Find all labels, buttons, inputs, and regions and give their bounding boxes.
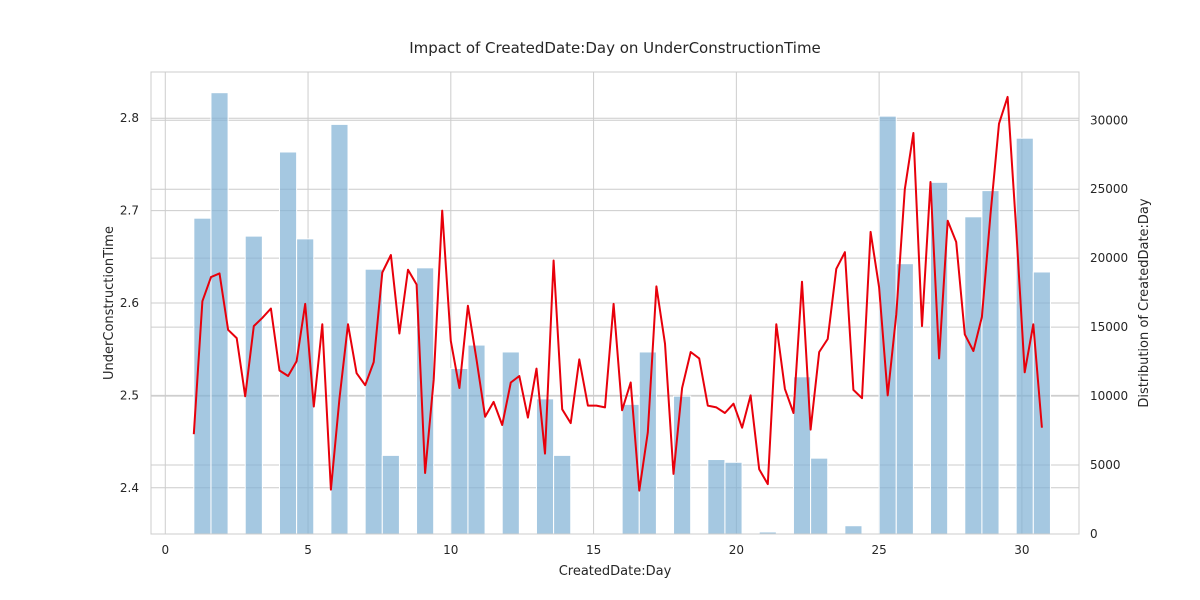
x-tick-label: 10 bbox=[443, 543, 458, 557]
histogram-bar bbox=[895, 263, 914, 535]
histogram-bar bbox=[810, 457, 829, 535]
x-tick-label: 25 bbox=[871, 543, 886, 557]
histogram-bar bbox=[467, 344, 486, 535]
x-tick-label: 20 bbox=[729, 543, 744, 557]
histogram-bar bbox=[673, 395, 692, 535]
x-tick-label: 15 bbox=[586, 543, 601, 557]
histogram-bar bbox=[638, 351, 657, 535]
x-tick-label: 5 bbox=[304, 543, 312, 557]
x-tick-labels: 0 5 10 15 20 25 30 bbox=[161, 543, 1029, 557]
histogram-bar bbox=[501, 351, 520, 535]
y-right-tick-label: 25000 bbox=[1090, 182, 1128, 196]
y-right-axis-label: Distribution of CreatedDate:Day bbox=[1137, 198, 1152, 408]
y-right-tick-label: 15000 bbox=[1090, 320, 1128, 334]
y-right-tick-label: 0 bbox=[1090, 527, 1098, 541]
histogram-bars bbox=[193, 92, 1051, 535]
y-left-tick-label: 2.6 bbox=[120, 296, 139, 310]
x-tick-label: 0 bbox=[161, 543, 169, 557]
histogram-bar bbox=[535, 398, 555, 535]
histogram-bar bbox=[964, 216, 983, 535]
chart-title: Impact of CreatedDate:Day on UnderConstr… bbox=[409, 39, 821, 57]
histogram-bar bbox=[1032, 271, 1051, 535]
histogram-bar bbox=[450, 368, 469, 535]
plot-frame bbox=[150, 71, 1080, 535]
y-left-tick-label: 2.5 bbox=[120, 388, 139, 402]
histogram-bar bbox=[981, 190, 1000, 535]
y-right-tick-label: 20000 bbox=[1090, 251, 1128, 265]
y-left-tick-labels: 2.4 2.5 2.6 2.7 2.8 bbox=[120, 111, 139, 495]
y-left-tick-label: 2.8 bbox=[120, 111, 139, 125]
histogram-bar bbox=[278, 151, 298, 535]
y-right-tick-labels: 0 5000 10000 15000 20000 25000 30000 bbox=[1090, 113, 1128, 541]
x-axis-label: CreatedDate:Day bbox=[559, 564, 672, 579]
line-series-path bbox=[192, 95, 1043, 492]
y-right-tick-label: 10000 bbox=[1090, 389, 1128, 403]
histogram-bar bbox=[707, 459, 726, 535]
y-right-tick-label: 30000 bbox=[1090, 113, 1128, 127]
y-left-tick-label: 2.4 bbox=[120, 481, 139, 495]
histogram-bar bbox=[724, 461, 743, 535]
x-tick-label: 30 bbox=[1014, 543, 1029, 557]
histogram-bar bbox=[844, 525, 863, 535]
histogram-bar bbox=[381, 454, 400, 535]
y-left-axis-label: UnderConstructionTime bbox=[102, 226, 117, 380]
histogram-bar bbox=[244, 235, 263, 535]
y-left-tick-label: 2.7 bbox=[120, 204, 139, 218]
histogram-bar bbox=[193, 217, 212, 535]
histogram-bar bbox=[553, 454, 572, 535]
line-series bbox=[192, 95, 1043, 492]
y-right-tick-label: 5000 bbox=[1090, 458, 1121, 472]
